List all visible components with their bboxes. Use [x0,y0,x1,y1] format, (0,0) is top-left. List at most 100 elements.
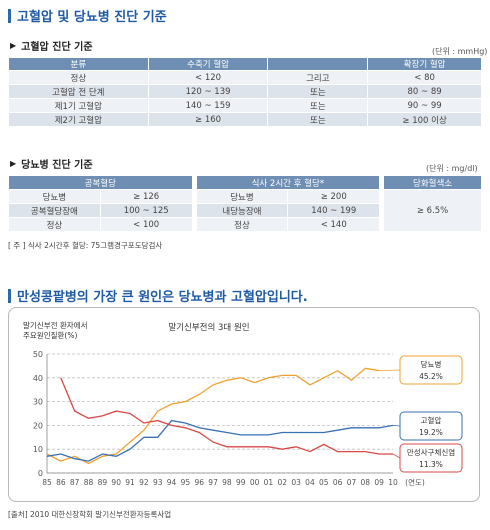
dm-header: 당화혈색소 [383,175,482,190]
x-tick-label: 85 [42,478,52,487]
table-cell: 고혈압 전 단계 [8,84,149,99]
x-tick-label: 00 [250,478,260,487]
x-axis-label: (연도) [405,478,425,487]
table-row: 공복혈당장애 100 ~ 125 내당능장애 140 ~ 199 [8,203,482,218]
x-tick-label: 97 [208,478,218,487]
htn-subtitle-text: 고혈압 진단 기준 [21,42,93,53]
table-cell: 당뇨병 [8,189,101,204]
table-cell: 당뇨병 [195,189,289,204]
x-tick-label: 05 [319,478,329,487]
series-line [60,377,393,455]
x-tick-label: 03 [291,478,301,487]
dm-footnote: [ 주 ] 식사 2시간후 혈당: 75그램경구포도당검사 [8,241,163,250]
series-end-value: 19.2% [419,428,443,437]
x-tick-label: 89 [98,478,108,487]
x-tick-label: 91 [125,478,135,487]
y-tick-label: 20 [33,421,43,430]
table-cell: 제2기 고혈압 [8,112,149,127]
series-label-box [399,355,463,385]
x-tick-label: 04 [305,478,315,487]
htn-header: 수축기 혈압 [147,57,269,71]
x-tick-label: 02 [278,478,288,487]
table-cell: < 80 [367,70,482,85]
triangle-bullet-icon: ▶ [10,159,17,168]
series-connector [379,369,401,372]
table-cell: < 120 [147,70,269,85]
series-line [46,419,394,462]
table-row: 정상 < 120 그리고 < 80 [8,70,482,85]
table-cell: 또는 [267,98,369,113]
section-title: 고혈압 및 당뇨병 진단 기준 [8,6,167,25]
dm-table: 공복혈당 식사 2시간 후 혈당* 당화혈색소 당뇨병 ≥ 126 당뇨병 ≥ … [8,175,482,232]
series-label-box [399,443,463,473]
dm-header: 식사 2시간 후 혈당* [195,175,381,190]
dm-header-row: 공복혈당 식사 2시간 후 혈당* 당화혈색소 [8,175,482,190]
section-title-text: 고혈압 및 당뇨병 진단 기준 [17,10,167,25]
table-row: 정상 < 100 정상 < 140 [8,217,482,232]
section-title-text: 만성콩팥병의 가장 큰 원인은 당뇨병과 고혈압입니다. [17,290,308,305]
series-line [46,367,380,465]
y-axis-label: 말기신부전 환자에서 [23,320,87,330]
table-cell: 내당능장애 [195,203,289,218]
htn-subtitle: ▶ 고혈압 진단 기준 [10,38,93,53]
x-tick-label: 08 [361,478,371,487]
column-gap [379,217,385,232]
series-name: 고혈압 [421,415,442,425]
series-end-value: 45.2% [419,372,443,381]
table-cell: 140 ~ 199 [287,203,381,218]
table-cell: 120 ~ 139 [147,84,269,99]
table-row: 고혈압 전 단계 120 ~ 139 또는 80 ~ 89 [8,84,482,99]
x-tick-label: 86 [56,478,66,487]
table-cell: < 100 [99,217,193,232]
y-tick-label: 10 [33,445,43,454]
table-cell: < 140 [287,217,381,232]
y-axis-label: 주요원인질환(%) [23,330,77,340]
table-cell: 또는 [267,84,369,99]
x-tick-label: 98 [222,478,232,487]
dm-unit: (단위 : mg/dl) [426,164,478,173]
y-tick-label: 30 [33,398,43,407]
table-cell: ≥ 100 이상 [367,112,482,127]
table-cell: ≥ 160 [147,112,269,127]
x-tick-label: 93 [153,478,163,487]
table-cell: ≥ 126 [99,189,193,204]
x-tick-label: 92 [139,478,149,487]
table-cell: 또는 [267,112,369,127]
table-cell: ≥ 200 [287,189,381,204]
x-tick-label: 06 [333,478,343,487]
table-cell: 100 ~ 125 [99,203,193,218]
table-cell: 80 ~ 89 [367,84,482,99]
htn-header: 확장기 혈압 [367,57,482,71]
series-connector [392,453,401,459]
y-tick-label: 0 [38,469,43,478]
y-tick-label: 40 [33,374,43,383]
table-cell: 공복혈당장애 [8,203,101,218]
table-row: 제1기 고혈압 140 ~ 159 또는 90 ~ 99 [8,98,482,113]
x-tick-label: 01 [264,478,274,487]
table-cell: 90 ~ 99 [367,98,482,113]
htn-header: 분류 [8,57,149,71]
dm-subtitle-text: 당뇨병 진단 기준 [21,160,93,171]
series-name: 만성사구체신염 [407,447,455,457]
x-tick-label: 88 [84,478,94,487]
table-row: 제2기 고혈압 ≥ 160 또는 ≥ 100 이상 [8,112,482,127]
series-end-value: 11.3% [419,460,443,469]
x-tick-label: 10 [388,478,398,487]
x-tick-label: 09 [374,478,384,487]
dm-subtitle: ▶ 당뇨병 진단 기준 [10,156,93,171]
x-tick-label: 07 [347,478,357,487]
column-gap [379,203,385,218]
x-tick-label: 94 [167,478,177,487]
table-cell: 정상 [8,70,149,85]
table-cell: 그리고 [267,70,369,85]
htn-header-row: 분류 수축기 혈압 확장기 혈압 [8,57,482,71]
source-note: [출처] 2010 대한신장학회 말기신부전환자등록사업 [8,510,172,519]
title-accent [8,8,11,23]
y-tick-label: 50 [33,350,43,359]
title-accent [8,288,11,303]
dm-header: 공복혈당 [8,175,193,190]
triangle-bullet-icon: ▶ [10,41,17,50]
htn-header [267,57,369,71]
table-cell: 제1기 고혈압 [8,98,149,113]
htn-unit: (단위 : mmHg) [432,47,488,56]
